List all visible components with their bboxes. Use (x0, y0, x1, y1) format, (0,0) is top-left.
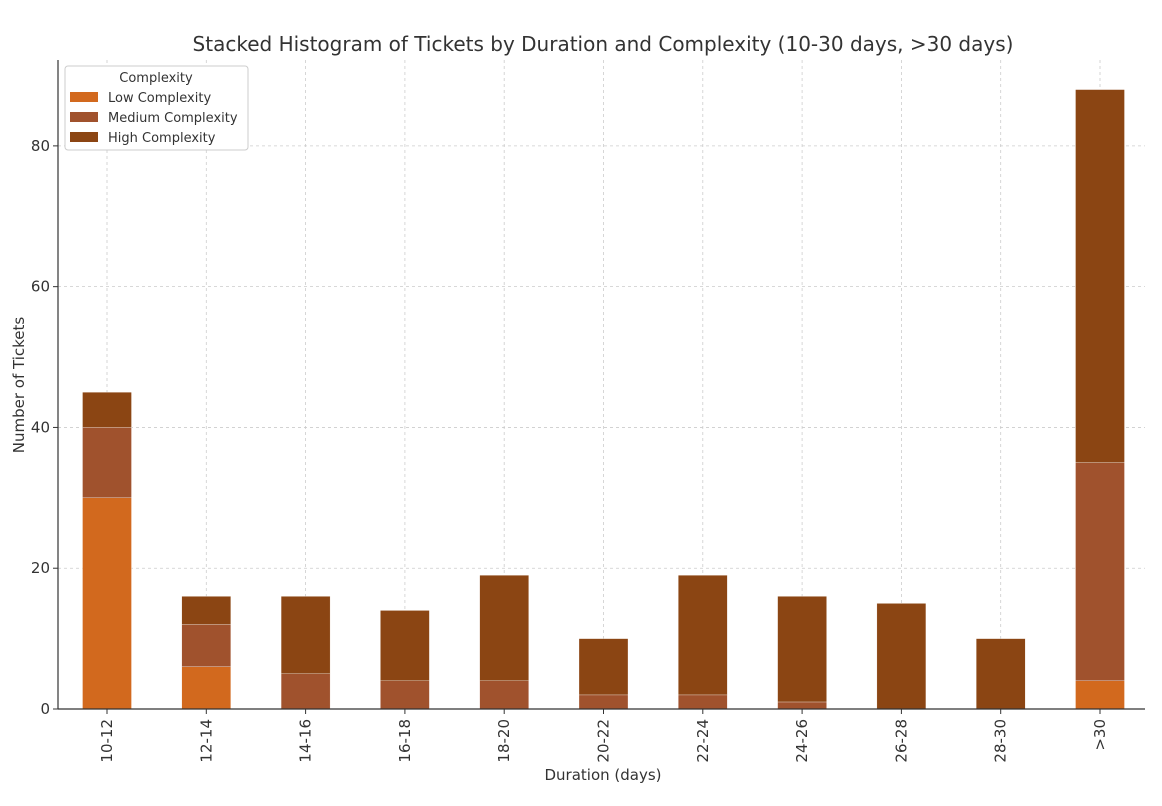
legend-label: Medium Complexity (108, 111, 238, 126)
x-tick-label: 26-28 (892, 719, 910, 763)
bars (82, 89, 1125, 710)
bar-high-complexity (777, 596, 827, 703)
bar-high-complexity (1075, 89, 1125, 463)
bar-high-complexity (380, 610, 430, 681)
legend: Complexity Low Complexity Medium Complexit… (64, 65, 249, 151)
legend-box (64, 65, 249, 151)
x-tick-label: 10-12 (98, 719, 116, 763)
x-tick-label: 18-20 (495, 719, 513, 763)
bar-high-complexity (876, 603, 927, 710)
bar-medium-complexity (777, 701, 827, 710)
bar-high-complexity (479, 575, 529, 681)
x-tick-label: 14-16 (297, 719, 315, 763)
bar-medium-complexity (1075, 462, 1125, 681)
bar-medium-complexity (82, 427, 132, 498)
legend-label: Low Complexity (108, 91, 211, 106)
bar-medium-complexity (479, 680, 529, 710)
y-tick-label: 60 (31, 278, 50, 296)
legend-swatch (70, 112, 98, 122)
x-tick-label: 28-30 (992, 719, 1010, 763)
bar-medium-complexity (678, 694, 728, 710)
bar-low-complexity (181, 666, 231, 710)
y-tick-label: 20 (31, 559, 50, 577)
x-tick-label: 22-24 (694, 719, 712, 763)
bar-medium-complexity (181, 624, 231, 667)
legend-label: High Complexity (108, 131, 216, 146)
x-tick-label: >30 (1091, 719, 1109, 751)
legend-title: Complexity (119, 71, 193, 86)
x-tick-label: 20-22 (595, 719, 613, 763)
bar-low-complexity (1075, 680, 1125, 710)
x-axis-label: Duration (days) (544, 766, 661, 784)
bar-medium-complexity (280, 673, 331, 710)
bar-low-complexity (82, 497, 132, 710)
bar-high-complexity (82, 392, 132, 428)
bar-medium-complexity (578, 694, 629, 710)
bar-high-complexity (578, 638, 629, 696)
bar-high-complexity (280, 596, 331, 674)
legend-swatch (70, 92, 98, 102)
x-tick-label: 16-18 (396, 719, 414, 763)
bar-high-complexity (181, 596, 231, 625)
bar-medium-complexity (380, 680, 430, 710)
legend-swatch (70, 132, 98, 142)
x-tick-label: 12-14 (197, 719, 215, 763)
y-tick-label: 80 (31, 137, 50, 155)
axes: 0 20 40 60 80 10-12 12-14 14-16 16-18 18-20 20-22 2… (31, 60, 1145, 763)
y-tick-label: 40 (31, 418, 50, 436)
bar-high-complexity (678, 575, 728, 696)
bar-high-complexity (976, 638, 1026, 710)
chart-title: Stacked Histogram of Tickets by Duration… (193, 32, 1014, 56)
y-axis-label: Number of Tickets (10, 317, 28, 454)
x-tick-label: 24-26 (793, 719, 811, 763)
y-tick-label: 0 (40, 700, 50, 718)
